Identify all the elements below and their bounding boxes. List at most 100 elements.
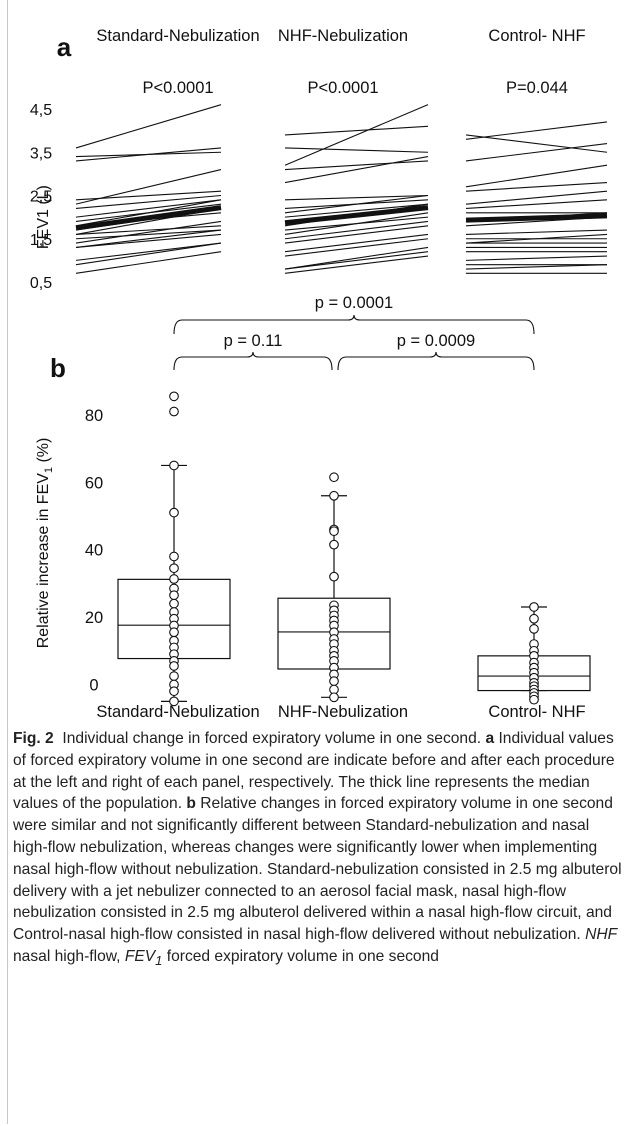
subject-line-2-15 [284,225,429,244]
data-point-1-14 [169,627,179,638]
subject-line-1-3 [75,147,222,162]
subject-line-2-19 [284,246,429,270]
median-line-1 [75,205,222,231]
data-point-1-9 [169,590,179,601]
a-ytick-label-4: 3,5 [30,145,52,162]
subject-line-2-2 [284,147,429,153]
subject-line-1-15 [75,220,222,244]
subject-line-2-4 [284,160,429,171]
b-category-label-1: Standard-Nebulization [96,703,259,721]
subject-line-3-6 [465,190,608,205]
subject-line-3-1 [465,134,608,153]
a-ytick-label-1: 0,5 [30,275,52,292]
subject-line-2-9 [284,203,429,218]
b-category-label-2: NHF-Nebulization [278,703,408,721]
data-point-2-20 [329,676,339,686]
subject-line-1-14 [75,229,222,240]
subject-line-3-19 [465,264,608,270]
data-point-2-5 [329,539,339,550]
comparison-bracket-2 [173,351,333,371]
b-yaxis-label: Relative increase in FEV1 (%) [35,438,55,649]
caption-abbr-fev-main: FEV [124,947,156,965]
data-point-1-6 [169,563,179,574]
data-point-2-22 [329,692,339,703]
comparison-label-2: p = 0.11 [224,332,283,350]
caption-fig-label: Fig. 2 [13,730,54,747]
b-ytick-label-1: 0 [89,677,98,695]
subject-line-1-19 [75,242,222,266]
data-point-1-23 [169,696,179,707]
subject-line-2-13 [284,212,429,235]
subject-line-2-3 [284,104,429,166]
subject-line-3-11 [465,229,608,235]
data-point-1-5 [169,551,179,562]
b-yaxis-label-tail: (%) [35,438,52,467]
b-ytick-label-2: 20 [85,609,103,627]
data-point-2-2 [329,490,339,501]
subject-line-3-7 [465,199,608,210]
comparison-bracket-3 [337,351,535,371]
b-yaxis-label-main: Relative increase in FEV [35,473,52,649]
caption-abbr-nhf: NHF [585,926,618,944]
subject-line-2-18 [284,251,429,270]
subject-line-1-20 [75,251,222,274]
pvalue-3: P=0.044 [506,79,568,97]
data-point-1-4 [169,507,179,518]
subject-line-3-4 [465,164,608,188]
subject-line-1-6 [75,194,222,210]
subject-line-2-5 [284,156,429,184]
subject-line-2-17 [284,238,429,257]
data-point-1-10 [169,598,179,609]
subject-line-2-1 [284,125,429,136]
a-ytick-label-5: 4,5 [30,102,52,119]
comparison-bracket-1 [173,314,535,335]
data-point-3-1 [529,602,539,612]
comparison-label-1: p = 0.0001 [315,294,393,312]
caption-a-label: a [485,730,495,747]
data-point-3-2 [529,613,539,624]
figure-plot: a Standard-Nebulization NHF-Nebulization Co… [30,27,608,721]
subject-line-3-14 [465,233,608,244]
b-category-label-3: Control- NHF [488,703,585,721]
subject-line-1-16 [75,229,222,248]
figure-caption: Fig. 2 Individual change in forced expir… [13,728,623,972]
caption-abbr-fev-def: forced expiratory volume in one second [166,947,439,965]
data-point-1-2 [169,406,179,417]
subject-line-2-8 [284,194,429,214]
b-yaxis-label-sub: 1 [43,467,55,473]
caption-abbr-nhf-def: nasal high-flow, [13,947,121,965]
data-point-1-20 [169,671,179,681]
data-point-3-3 [529,624,539,634]
data-point-1-7 [169,574,179,584]
caption-b-label: b [186,795,196,813]
group-title-3: Control- NHF [488,27,585,45]
median-line-3 [465,213,608,223]
data-point-2-4 [329,526,339,537]
subject-line-1-18 [75,242,222,261]
group-title-2: NHF-Nebulization [278,27,408,45]
data-point-1-3 [169,460,179,471]
data-point-1-22 [169,686,179,697]
subject-line-2-16 [284,233,429,253]
a-ytick-label-3: 2,5 [30,189,52,206]
subject-line-2-6 [284,194,429,201]
pvalue-2: P<0.0001 [307,79,378,97]
data-point-2-1 [329,472,339,483]
data-point-1-1 [169,391,179,402]
caption-abbr-fev-sub: 1 [155,953,163,969]
pvalue-1: P<0.0001 [142,79,213,97]
data-point-2-6 [329,571,339,582]
subject-line-2-20 [284,255,429,274]
b-ytick-label-4: 60 [85,474,103,492]
b-ytick-label-3: 40 [85,542,103,560]
panel-b-label: b [50,353,66,383]
subject-line-3-2 [465,121,608,140]
caption-a-text: Individual values of forced expiratory v… [13,730,615,813]
subject-line-3-17 [465,255,608,261]
subject-line-1-1 [75,104,222,149]
caption-b-text: Relative changes in forced expiratory vo… [13,795,622,944]
panel-a-label: a [57,32,72,62]
subject-line-1-5 [75,169,222,205]
group-title-1: Standard-Nebulization [96,27,259,45]
